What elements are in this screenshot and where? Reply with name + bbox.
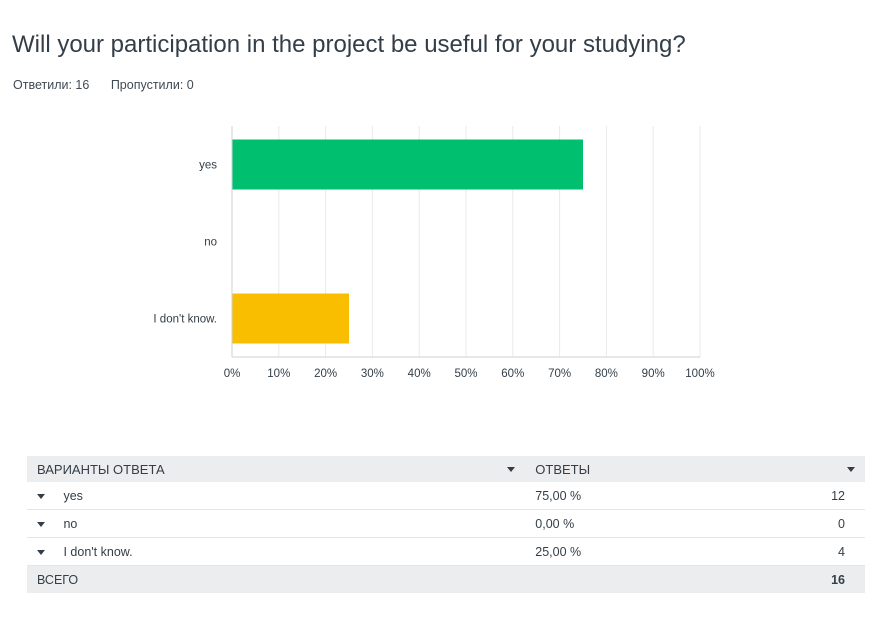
x-tick-label: 50% [454,368,477,380]
header-choices[interactable]: ВАРИАНТЫ ОТВЕТА [27,456,526,482]
results-table: ВАРИАНТЫ ОТВЕТА ОТВЕТЫ yes 75,00 % 12 [27,456,865,593]
percent-cell: 0,00 % [525,509,738,538]
category-label: no [204,237,217,249]
table-row: no 0,00 % 0 [27,509,865,538]
sort-caret-icon[interactable] [507,467,516,472]
bar [232,293,349,344]
x-tick-label: 30% [361,368,384,380]
total-count: 16 [737,565,865,593]
count-cell: 4 [737,537,865,566]
bar-chart: 0% 10% 20% 30% 40% 50% 60% 70% 80% 90% 100% yes no I … [0,110,895,400]
x-tick-label: 70% [548,368,571,380]
x-tick-label: 100% [685,368,714,380]
expand-caret-icon[interactable] [37,521,45,527]
percent-cell: 25,00 % [525,537,738,566]
x-tick-label: 20% [314,368,337,380]
table-row: I don't know. 25,00 % 4 [27,537,865,566]
header-responses[interactable]: ОТВЕТЫ [525,456,865,482]
response-stats: Ответили: 16 Пропустили: 0 [13,78,212,92]
total-label: ВСЕГО [27,565,526,593]
x-tick-label: 0% [224,368,241,380]
answered-count: Ответили: 16 [13,78,90,92]
choice-label: yes [63,488,83,503]
skipped-count: Пропустили: 0 [110,78,194,92]
x-tick-label: 40% [408,368,431,380]
percent-cell: 75,00 % [525,482,738,510]
x-tick-label: 80% [595,368,618,380]
chart-svg: 0% 10% 20% 30% 40% 50% 60% 70% 80% 90% 100% yes no I … [153,126,715,380]
question-title: Will your participation in the project b… [12,31,686,58]
total-row: ВСЕГО 16 [27,565,865,593]
expand-caret-icon[interactable] [37,493,45,499]
count-cell: 12 [737,482,865,510]
choice-cell: no [27,509,526,538]
x-tick-label: 10% [267,368,290,380]
choice-label: no [63,516,78,531]
bar [232,139,583,190]
total-empty-cell [525,565,738,593]
x-tick-label: 90% [642,368,665,380]
category-label: yes [199,160,217,172]
count-cell: 0 [737,509,865,538]
choice-cell: I don't know. [27,537,526,566]
sort-caret-icon[interactable] [847,467,855,472]
table-row: yes 75,00 % 12 [27,482,865,510]
header-responses-label: ОТВЕТЫ [535,461,591,477]
category-label: I don't know. [153,314,217,326]
choice-cell: yes [27,482,526,510]
expand-caret-icon[interactable] [37,549,45,555]
table-header-row: ВАРИАНТЫ ОТВЕТА ОТВЕТЫ [27,456,865,482]
x-tick-label: 60% [501,368,524,380]
header-choices-label: ВАРИАНТЫ ОТВЕТА [37,461,165,477]
choice-label: I don't know. [63,544,133,559]
